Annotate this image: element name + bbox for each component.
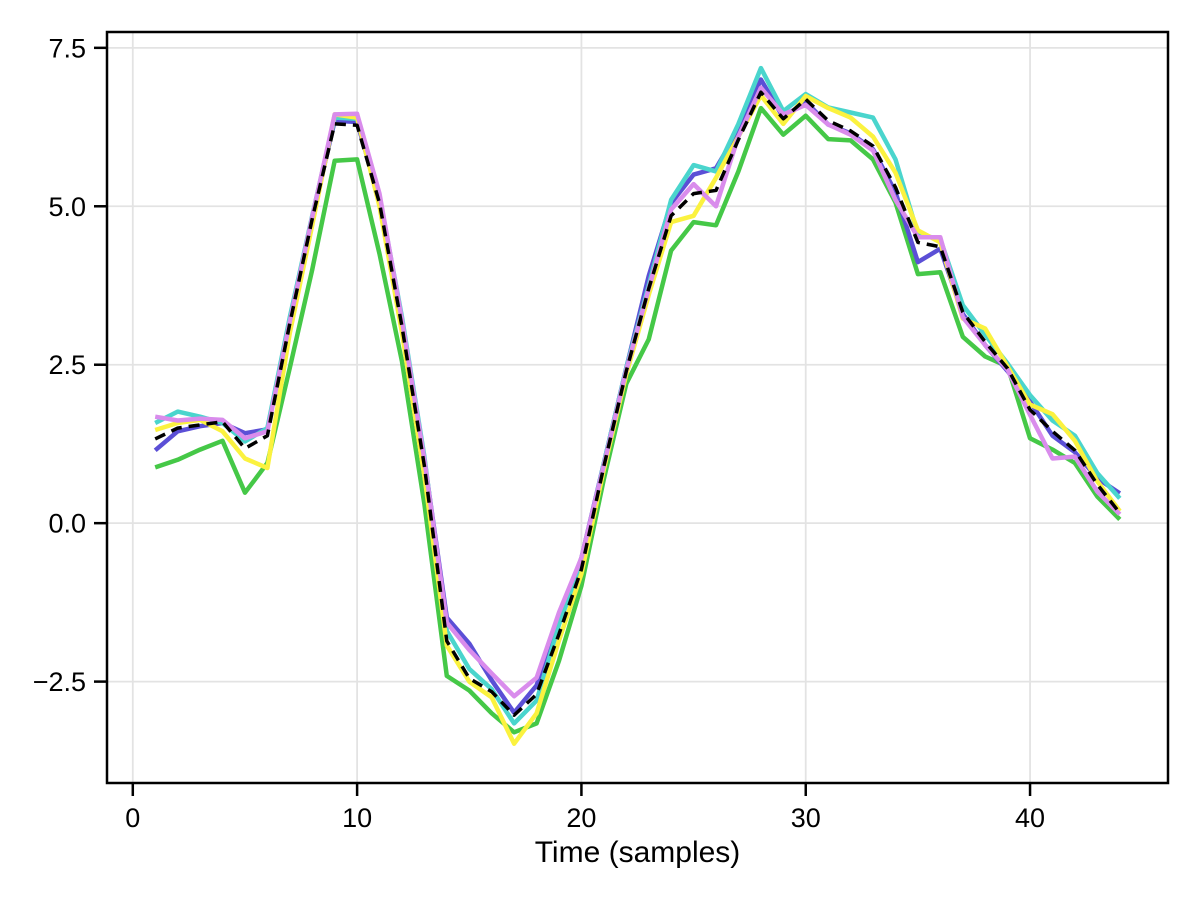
y-axis-tick-label: 0.0 xyxy=(48,509,86,539)
y-axis-tick-label: 7.5 xyxy=(48,33,86,63)
series-line-green xyxy=(154,105,1122,735)
series-layer xyxy=(153,65,1122,746)
series-line-black-dashed xyxy=(154,90,1122,717)
y-axis-tick-label: 5.0 xyxy=(48,192,86,222)
x-axis-tick-label: 30 xyxy=(791,803,821,833)
series-line-cyan xyxy=(154,65,1122,726)
y-axis-tick-label: 2.5 xyxy=(48,350,86,380)
x-axis-tick-label: 0 xyxy=(125,803,140,833)
y-axis-tick-label: −2.5 xyxy=(33,667,86,697)
x-axis-tick-label: 20 xyxy=(566,803,596,833)
x-axis-tick-label: 40 xyxy=(1015,803,1045,833)
grid-layer xyxy=(107,32,1168,783)
series-line-yellow xyxy=(154,93,1122,746)
x-axis-tick-label: 10 xyxy=(342,803,372,833)
x-axis-label: Time (samples) xyxy=(535,836,741,869)
plot-frame xyxy=(105,30,1170,785)
series-line-violet xyxy=(154,85,1122,699)
axes-layer: 0 10 20 30 40 −2.5 0.0 2.5 5.0 7.5 xyxy=(33,30,1170,833)
series-line-blue xyxy=(153,77,1122,715)
